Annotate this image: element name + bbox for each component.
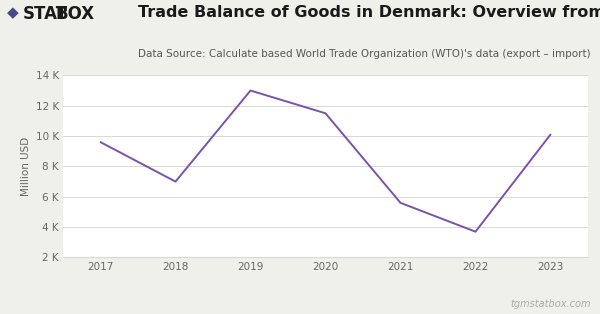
Text: ◆: ◆ bbox=[7, 5, 19, 20]
Text: tgmstatbox.com: tgmstatbox.com bbox=[511, 299, 591, 309]
Y-axis label: Million USD: Million USD bbox=[22, 137, 31, 196]
Text: STAT: STAT bbox=[23, 5, 68, 23]
Text: BOX: BOX bbox=[56, 5, 95, 23]
Text: Trade Balance of Goods in Denmark: Overview from 2017 to 2023: Trade Balance of Goods in Denmark: Overv… bbox=[138, 5, 600, 20]
Text: Data Source: Calculate based World Trade Organization (WTO)'s data (export – imp: Data Source: Calculate based World Trade… bbox=[138, 49, 590, 59]
